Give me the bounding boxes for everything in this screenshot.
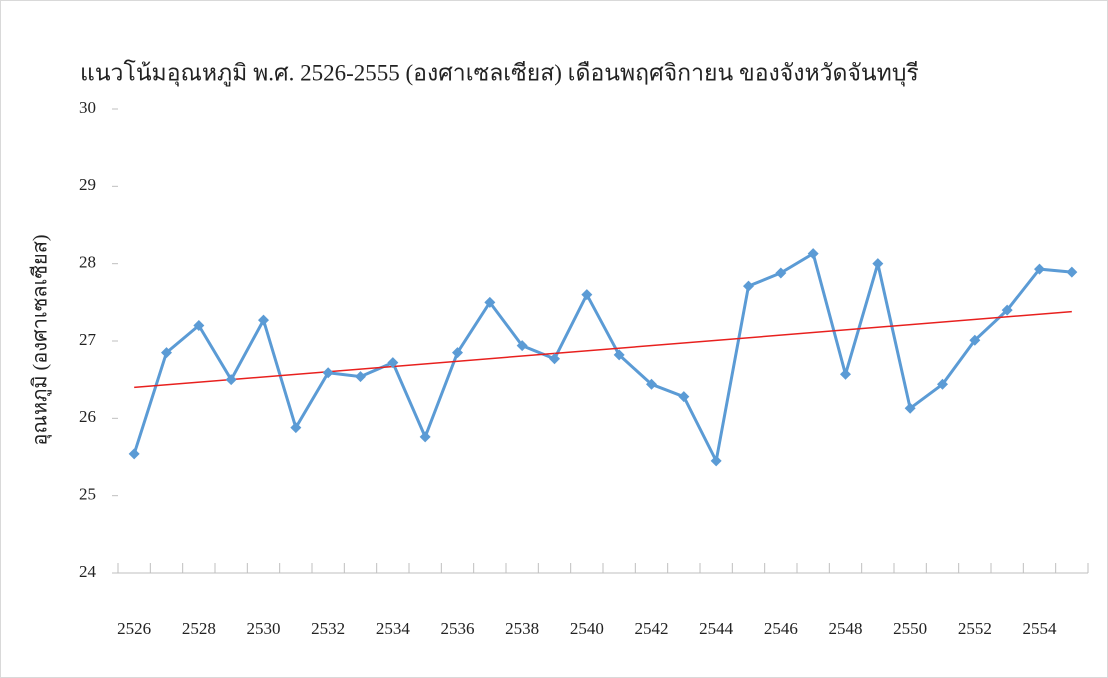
x-tick-label: 2526 bbox=[117, 619, 151, 638]
x-tick-label: 2528 bbox=[182, 619, 216, 638]
point-marker bbox=[1034, 263, 1045, 275]
trend-line bbox=[134, 310, 1072, 389]
x-tick-label: 2554 bbox=[1023, 619, 1058, 638]
point-marker bbox=[678, 391, 690, 403]
x-tick-label: 2534 bbox=[376, 619, 411, 638]
point-marker bbox=[581, 289, 593, 301]
point-marker bbox=[710, 455, 722, 467]
y-tick-label: 30 bbox=[79, 98, 96, 117]
point-marker bbox=[775, 267, 787, 279]
point-marker bbox=[937, 378, 948, 390]
y-tick-label: 27 bbox=[79, 330, 97, 349]
x-tick-label: 2548 bbox=[829, 619, 863, 638]
point-marker bbox=[646, 378, 657, 390]
point-marker bbox=[258, 314, 269, 326]
point-marker bbox=[516, 340, 528, 352]
point-marker bbox=[969, 334, 981, 346]
point-marker bbox=[355, 371, 366, 383]
point-marker bbox=[872, 258, 884, 270]
x-tick-label: 2540 bbox=[570, 619, 604, 638]
x-tick-label: 2538 bbox=[505, 619, 539, 638]
point-marker bbox=[840, 368, 851, 380]
y-axis-label: อุณหภูมิ (องศาเซลเซียส) bbox=[30, 234, 53, 445]
point-marker bbox=[807, 248, 819, 260]
point-marker bbox=[484, 296, 496, 308]
x-tick-label: 2544 bbox=[699, 619, 734, 638]
point-marker bbox=[161, 347, 172, 359]
x-tick-label: 2530 bbox=[247, 619, 281, 638]
point-marker bbox=[613, 349, 625, 361]
chart-title: แนวโน้มอุณหภูมิ พ.ศ. 2526-2555 (องศาเซลเ… bbox=[80, 59, 919, 86]
point-marker bbox=[128, 448, 140, 460]
point-marker bbox=[452, 347, 463, 359]
x-tick-label: 2552 bbox=[958, 619, 992, 638]
series-line bbox=[132, 251, 1072, 466]
y-tick-label: 28 bbox=[79, 253, 96, 272]
x-tick-label: 2536 bbox=[441, 619, 475, 638]
point-marker bbox=[322, 367, 334, 379]
x-tick-label: 2550 bbox=[893, 619, 927, 638]
y-tick-label: 25 bbox=[79, 485, 96, 504]
point-marker bbox=[387, 357, 399, 369]
point-marker bbox=[225, 374, 237, 386]
y-tick-label: 26 bbox=[79, 407, 96, 426]
point-marker bbox=[290, 422, 302, 434]
point-marker bbox=[1066, 266, 1078, 278]
point-marker bbox=[549, 353, 560, 365]
point-marker bbox=[419, 431, 431, 443]
y-tick-label: 29 bbox=[79, 175, 96, 194]
point-marker bbox=[1001, 304, 1013, 316]
point-marker bbox=[904, 402, 916, 414]
x-tick-label: 2542 bbox=[635, 619, 669, 638]
x-tick-label: 2546 bbox=[764, 619, 798, 638]
x-tick-label: 2532 bbox=[311, 619, 345, 638]
point-marker bbox=[193, 320, 205, 332]
point-marker bbox=[743, 280, 754, 292]
y-tick-label: 24 bbox=[79, 562, 97, 581]
